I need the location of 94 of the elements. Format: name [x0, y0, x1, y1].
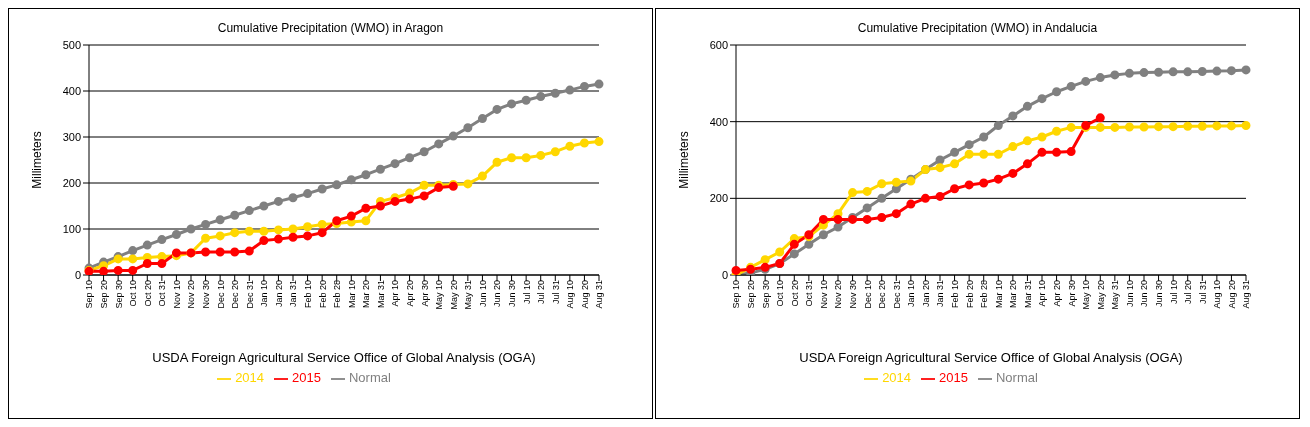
y-tick-label: 0	[721, 268, 728, 281]
text: USDA Foreign Agricultural Service Office of Global Analysis (OGA)	[152, 350, 536, 365]
x-tick-label: Jun 10	[477, 280, 488, 308]
x-tick-label: Jan 10	[259, 280, 270, 308]
y-axis-title: Millimeters	[677, 131, 692, 189]
x-tick-label: Oct 31	[157, 280, 168, 307]
x-tick-label: Jan 31	[935, 280, 946, 308]
x-tick-label: Jun 10	[1124, 280, 1135, 308]
y-tick-label: 500	[62, 38, 81, 51]
x-tick-label: Jun 30	[506, 280, 517, 308]
x-tick-label: Jun 20	[492, 280, 503, 308]
x-tick-label: Feb 10	[302, 280, 313, 309]
y-tick-label: 400	[709, 115, 728, 128]
x-tick-label: May 10	[434, 280, 445, 310]
x-tick-label: Apr 30	[1066, 280, 1077, 307]
y-tick-label: 600	[709, 38, 728, 51]
x-tick-label: Apr 30	[419, 280, 430, 307]
x-tick-label: Jan 20	[920, 280, 931, 308]
x-tick-label: Mar 20	[1008, 280, 1019, 309]
x-tick-label: Aug 20	[1226, 280, 1237, 309]
x-tick-label: Sep 10	[731, 280, 742, 309]
x-tick-label: Oct 20	[789, 280, 800, 307]
x-tick-label: Sep 20	[98, 280, 109, 309]
x-tick-label: Jan 31	[288, 280, 299, 308]
x-tick-label: Mar 10	[993, 280, 1004, 309]
legend-label: Normal	[348, 370, 391, 385]
x-tick-label: Sep 30	[113, 280, 124, 309]
x-tick-label: Feb 10	[949, 280, 960, 309]
legend-label: 2015	[939, 370, 968, 385]
text: USDA Foreign Agricultural Service Office of Global Analysis (OGA)	[799, 350, 1183, 365]
x-tick-label: Oct 10	[775, 280, 786, 307]
x-tick-label: Nov 30	[200, 280, 211, 309]
y-tick-label: 0	[74, 268, 81, 281]
x-tick-label: May 31	[463, 280, 474, 310]
y-tick-label: 400	[62, 84, 81, 97]
y-tick-label: 300	[62, 130, 81, 143]
x-tick-label: Apr 20	[404, 280, 415, 307]
legend-label: 2014	[235, 370, 265, 385]
x-tick-label: Jan 20	[273, 280, 284, 308]
x-tick-label: Nov 10	[818, 280, 829, 309]
x-tick-label: Oct 10	[128, 280, 139, 307]
y-tick-label: 200	[62, 176, 81, 189]
x-tick-label: Dec 10	[215, 280, 226, 309]
legend-label: 2014	[882, 370, 912, 385]
x-tick-label: Dec 31	[891, 280, 902, 309]
x-tick-label: Jul 20	[536, 280, 547, 305]
y-tick-label: 200	[709, 192, 728, 205]
x-tick-label: Dec 10	[862, 280, 873, 309]
x-tick-label: Dec 20	[877, 280, 888, 309]
x-tick-label: Sep 20	[745, 280, 756, 309]
x-tick-label: Aug 10	[1212, 280, 1223, 309]
x-tick-label: Sep 30	[760, 280, 771, 309]
x-tick-label: Apr 10	[390, 280, 401, 307]
x-tick-label: Mar 10	[346, 280, 357, 309]
x-tick-label: Jul 10	[521, 280, 532, 305]
x-tick-label: Feb 20	[317, 280, 328, 309]
x-tick-label: Aug 31	[1241, 280, 1252, 309]
x-tick-label: Jun 30	[1153, 280, 1164, 308]
y-axis-title: Millimeters	[30, 131, 45, 189]
x-tick-label: Oct 31	[804, 280, 815, 307]
x-tick-label: Mar 31	[1022, 280, 1033, 309]
x-tick-label: Feb 28	[332, 280, 343, 309]
x-tick-label: Feb 20	[964, 280, 975, 309]
x-tick-label: May 20	[1095, 280, 1106, 310]
x-tick-label: Nov 10	[171, 280, 182, 309]
x-tick-label: Aug 31	[594, 280, 605, 309]
y-tick-label: 100	[62, 222, 81, 235]
x-tick-label: Jul 31	[1197, 280, 1208, 305]
x-tick-label: Aug 20	[579, 280, 590, 309]
x-tick-label: Jun 20	[1139, 280, 1150, 308]
x-tick-label: Feb 28	[979, 280, 990, 309]
x-tick-label: Jul 20	[1183, 280, 1194, 305]
x-tick-label: Dec 31	[244, 280, 255, 309]
legend-label: Normal	[995, 370, 1038, 385]
x-tick-label: May 31	[1110, 280, 1121, 310]
x-tick-label: Apr 10	[1037, 280, 1048, 307]
x-tick-label: Oct 20	[142, 280, 153, 307]
chart-title: Cumulative Precipitation (WMO) in Aragon	[216, 21, 445, 35]
legend-label: 2015	[292, 370, 321, 385]
x-tick-label: Sep 10	[84, 280, 95, 309]
x-tick-label: Mar 20	[361, 280, 372, 309]
x-tick-label: Jul 31	[550, 280, 561, 305]
x-tick-label: May 20	[448, 280, 459, 310]
x-tick-label: Nov 20	[833, 280, 844, 309]
x-tick-label: Mar 31	[375, 280, 386, 309]
x-tick-label: Apr 20	[1051, 280, 1062, 307]
x-tick-label: May 10	[1081, 280, 1092, 310]
x-tick-label: Jan 10	[906, 280, 917, 308]
x-tick-label: Nov 30	[847, 280, 858, 309]
x-tick-label: Nov 20	[186, 280, 197, 309]
x-tick-label: Aug 10	[565, 280, 576, 309]
x-tick-label: Dec 20	[230, 280, 241, 309]
x-tick-label: Jul 10	[1168, 280, 1179, 305]
chart-title: Cumulative Precipitation (WMO) in Andalucia	[856, 21, 1099, 35]
